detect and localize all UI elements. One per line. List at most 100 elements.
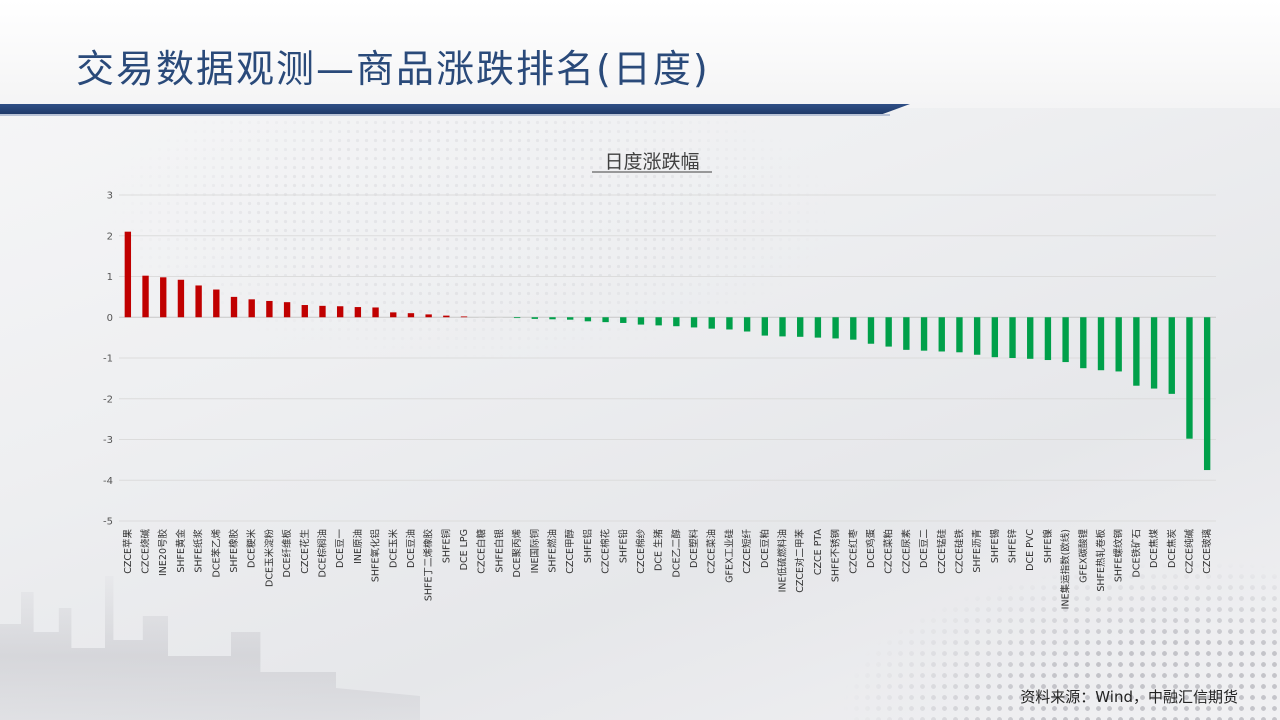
- grid-layer: [119, 194, 1216, 522]
- x-category-label: CZCE玻璃: [1201, 529, 1213, 574]
- bar: [973, 317, 981, 355]
- x-category-label: CZCE苹果: [122, 529, 134, 574]
- x-category-label: CZCE对二甲苯: [794, 529, 806, 593]
- bar: [779, 317, 786, 337]
- y-tick-label: 2: [107, 231, 113, 242]
- x-category-label: DCE豆一: [335, 529, 346, 568]
- x-category-label: CZCE烧碱: [140, 529, 152, 574]
- chart-title: 日度涨跌幅: [604, 151, 699, 173]
- bar: [460, 316, 468, 318]
- bar: [372, 307, 379, 318]
- x-category-label: DCE鸡蛋: [865, 529, 877, 568]
- dot-pattern-background: [840, 560, 1280, 720]
- bar: [124, 231, 132, 318]
- x-category-label: INE低硫燃料油: [777, 529, 789, 592]
- x-category-label: DCE棕榈油: [316, 529, 328, 577]
- bar: [160, 277, 167, 318]
- bar: [248, 299, 255, 318]
- x-category-label: SHFE锡: [989, 529, 1001, 563]
- bar: [1168, 317, 1175, 394]
- bar: [142, 275, 149, 318]
- x-category-label: CZCE甲醇: [564, 529, 576, 574]
- bar: [903, 317, 910, 350]
- y-tick-label: -1: [103, 354, 113, 365]
- x-category-label: DCE铁矿石: [1130, 529, 1142, 577]
- x-category-label: DCE聚丙烯: [511, 529, 523, 578]
- bar: [602, 317, 609, 323]
- x-category-label: CZCE锰硅: [936, 529, 948, 574]
- bar: [1133, 317, 1140, 386]
- bar: [938, 317, 945, 352]
- bar: [620, 317, 627, 323]
- x-category-label: SHFE螺纹钢: [1113, 529, 1125, 582]
- x-category-label: CZCE棉纱: [635, 529, 647, 574]
- slide-title: 交易数据观测—商品涨跌排名(日度): [76, 47, 710, 91]
- bar: [1097, 317, 1105, 371]
- x-category-label: INE原油: [352, 529, 364, 564]
- x-category-label: DCE 生猪: [653, 529, 665, 571]
- bar: [301, 305, 308, 318]
- x-category-label: SHFE铜: [440, 529, 452, 563]
- bar: [885, 317, 892, 347]
- x-category-label: CZCE花生: [299, 529, 311, 574]
- bar: [354, 307, 362, 318]
- bar: [266, 300, 273, 318]
- x-category-label: SHFE锌: [1007, 529, 1019, 564]
- x-category-label: INE国际铜: [529, 529, 541, 573]
- header-accent-bar: [0, 104, 910, 114]
- bar: [1203, 317, 1211, 471]
- x-category-label: SHFE铅: [617, 529, 629, 564]
- bar: [513, 317, 521, 319]
- bar: [761, 317, 768, 336]
- x-category-label: SHFE纸浆: [193, 529, 205, 573]
- bar: [637, 317, 645, 325]
- x-category-label: CZCE红枣: [847, 529, 859, 574]
- bar: [797, 317, 804, 337]
- bar: [283, 302, 291, 318]
- bar: [1150, 317, 1158, 389]
- x-category-label: SHFE丁二烯橡胶: [423, 529, 435, 602]
- x-axis-labels: CZCE苹果 CZCE烧碱 INE20号胶 SHFE黄金 SHFE纸浆 DCE苯乙烯 SHF…: [122, 529, 1213, 610]
- x-category-label: DCE玉米淀粉: [263, 529, 275, 587]
- y-tick-label: 1: [107, 272, 113, 283]
- x-category-label: INE20号胶: [157, 529, 169, 576]
- bar: [549, 317, 556, 320]
- x-category-label: DCE玉米: [387, 529, 399, 568]
- x-category-label: GFEX碳酸锂: [1077, 529, 1089, 583]
- bar: [195, 285, 202, 318]
- source-note: 资料来源：Wind，中融汇信期货: [1020, 688, 1238, 706]
- x-category-label: CZCE菜油: [706, 529, 718, 574]
- bar: [336, 306, 344, 318]
- y-axis-ticks: 3 2 1 0 -1 -2 -3 -4 -5: [103, 191, 113, 528]
- bar: [584, 317, 592, 322]
- bar: [1062, 317, 1069, 363]
- x-category-label: DCE焦煤: [1148, 529, 1160, 568]
- bar: [407, 313, 415, 318]
- x-category-label: SHFE不锈钢: [830, 529, 842, 582]
- bar: [531, 317, 538, 319]
- bar: [213, 289, 220, 318]
- y-tick-label: -2: [103, 394, 113, 405]
- bar: [743, 317, 751, 332]
- x-category-label: CZCE白糖: [476, 529, 488, 574]
- x-category-label: DCE豆二: [919, 529, 930, 568]
- bar: [1009, 317, 1016, 358]
- bar: [850, 317, 857, 340]
- x-category-label: CZCE尿素: [900, 529, 912, 574]
- bar: [567, 317, 574, 320]
- x-category-label: DCE豆油: [405, 529, 417, 568]
- bar: [390, 312, 397, 318]
- x-category-label: SHFE黄金: [175, 529, 187, 573]
- bar: [832, 317, 839, 339]
- x-category-label: CZCE纯碱: [1183, 529, 1195, 574]
- x-category-label: SHFE热轧卷板: [1095, 529, 1107, 592]
- x-category-label: SHFE镍: [1042, 529, 1054, 564]
- x-category-label: CZCE棉花: [600, 529, 612, 574]
- y-tick-label: 3: [107, 191, 113, 202]
- y-tick-label: -3: [103, 435, 113, 446]
- x-category-label: SHFE橡胶: [228, 529, 240, 573]
- x-category-label: SHFE氧化铝: [370, 529, 382, 582]
- x-category-label: DCE苯乙烯: [210, 529, 222, 578]
